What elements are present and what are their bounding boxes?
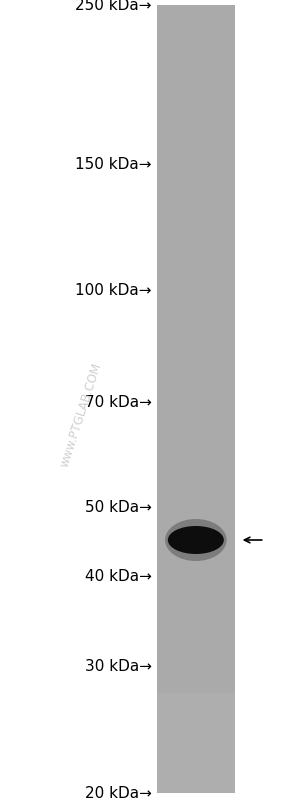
Text: 250 kDa→: 250 kDa→ bbox=[75, 0, 152, 13]
Text: 30 kDa→: 30 kDa→ bbox=[85, 659, 152, 674]
Text: 70 kDa→: 70 kDa→ bbox=[85, 395, 152, 410]
Text: 40 kDa→: 40 kDa→ bbox=[85, 569, 152, 584]
Text: 50 kDa→: 50 kDa→ bbox=[85, 499, 152, 515]
Bar bbox=[157, 693, 235, 793]
Ellipse shape bbox=[168, 526, 224, 554]
Text: www.PTGLAB.COM: www.PTGLAB.COM bbox=[58, 362, 104, 469]
Text: 100 kDa→: 100 kDa→ bbox=[75, 284, 152, 298]
Ellipse shape bbox=[165, 519, 227, 561]
Text: 150 kDa→: 150 kDa→ bbox=[75, 157, 152, 172]
Bar bbox=[157, 5, 235, 793]
Text: 20 kDa→: 20 kDa→ bbox=[85, 785, 152, 799]
